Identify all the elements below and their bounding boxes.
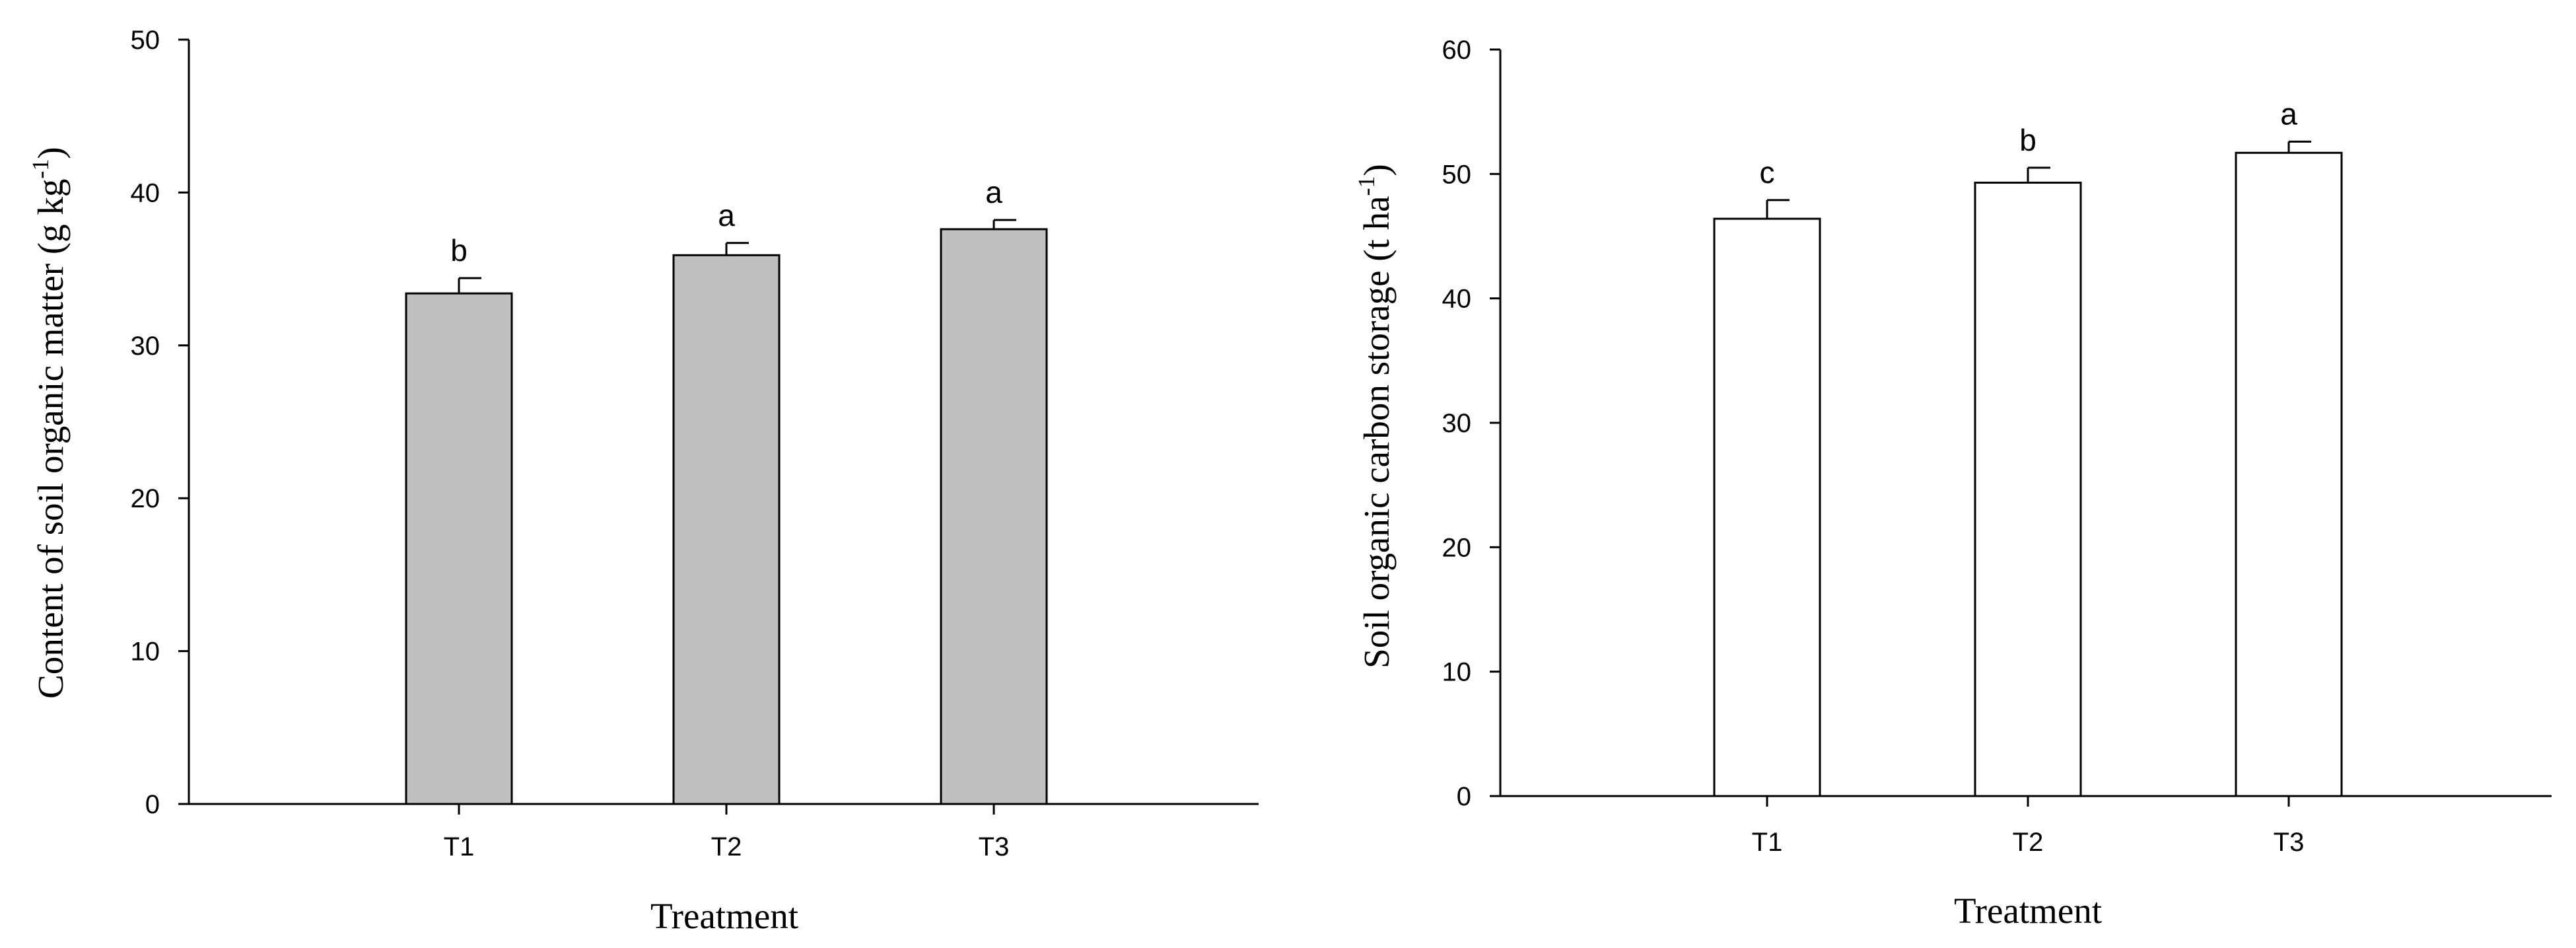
- bar: [1713, 217, 1821, 797]
- chart-soil-organic-matter: 0 10 20 30 40 50 b T1 a T2 a T3 Treatment Content of …: [27, 26, 1259, 936]
- y-tick-label: 0: [1457, 782, 1471, 811]
- y-tick-label: 30: [131, 332, 160, 361]
- y-tick-label: 50: [1442, 160, 1472, 189]
- bar: [2235, 151, 2343, 797]
- x-tick-label: T3: [979, 832, 1010, 861]
- x-tick-label: T3: [2274, 828, 2305, 857]
- significance-label: a: [2280, 96, 2297, 131]
- bar: [940, 228, 1048, 805]
- x-tick-label: T2: [2013, 828, 2044, 857]
- significance-label: a: [718, 198, 735, 233]
- y-tick-label: 20: [1442, 533, 1472, 562]
- y-tick-label: 60: [1442, 36, 1472, 65]
- y-tick-label: 0: [145, 790, 160, 819]
- x-axis-title: Treatment: [650, 896, 798, 936]
- y-axis-title: Content of soil organic matter (g kg-1): [27, 147, 71, 699]
- significance-label: b: [450, 233, 468, 268]
- chart-soil-organic-carbon-storage: 0 10 20 30 40 50 60 c T1 b T2 a T3 Treatment Soil orga…: [1353, 36, 2552, 931]
- x-tick-label: T1: [444, 832, 475, 861]
- y-tick-label: 20: [131, 484, 160, 513]
- bar: [672, 254, 781, 805]
- x-tick-label: T2: [711, 832, 742, 861]
- significance-label: b: [2019, 123, 2036, 157]
- significance-label: a: [985, 175, 1002, 209]
- bar: [405, 292, 513, 805]
- y-tick-label: 30: [1442, 409, 1472, 438]
- significance-label: c: [1760, 155, 1775, 190]
- y-tick-label: 10: [1442, 658, 1472, 687]
- bar: [1974, 182, 2082, 797]
- y-tick-label: 10: [131, 638, 160, 667]
- y-tick-label: 40: [131, 178, 160, 207]
- y-tick-label: 40: [1442, 285, 1472, 314]
- y-axis-title: Soil organic carbon storage (t ha-1): [1353, 164, 1397, 669]
- x-tick-label: T1: [1752, 828, 1783, 857]
- x-axis-title: Treatment: [1954, 891, 2102, 931]
- y-tick-label: 50: [131, 26, 160, 55]
